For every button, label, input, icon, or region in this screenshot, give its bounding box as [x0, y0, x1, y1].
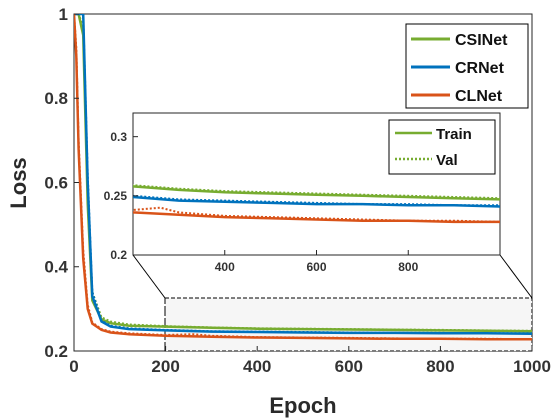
main-x-tick-label-1000: 1000: [513, 357, 551, 376]
legend-label-clnet: CLNet: [455, 88, 503, 105]
y-axis-label: Loss: [6, 157, 31, 208]
inset-y-tick-label-0.25: 0.25: [104, 189, 128, 203]
inset-legend-box: [388, 119, 496, 175]
main-series-group: [74, 14, 532, 341]
inset-legend-label-train: Train: [436, 126, 472, 143]
main-y-tick-label-0.2: 0.2: [44, 342, 68, 361]
inset-series-group: [133, 184, 500, 224]
main-y-tick-label-0.4: 0.4: [44, 258, 68, 277]
inset-ticks-group: 400 600 800 0.2 0.25 0.3: [104, 130, 419, 274]
legend-label-crnet: CRNet: [455, 60, 505, 77]
main-x-tick-label-600: 600: [335, 357, 363, 376]
inset-x-tick-label-800: 800: [398, 260, 418, 274]
main-x-tick-label-400: 400: [243, 357, 271, 376]
main-clnet-train-line: [74, 14, 532, 341]
inset-y-tick-label-0.2: 0.2: [110, 248, 127, 262]
main-y-tick-label-0.6: 0.6: [44, 173, 68, 192]
inset-x-tick-label-600: 600: [306, 260, 326, 274]
inset-legend-label-val: Val: [436, 152, 458, 169]
legend-label-csinet: CSINet: [455, 32, 508, 49]
inset-legend: Train Val: [388, 119, 496, 175]
inset-clnet-train-line: [133, 211, 500, 224]
inset-crnet-train-line: [133, 195, 500, 208]
zoom-connector-right: [499, 254, 533, 299]
main-x-tick-label-800: 800: [426, 357, 454, 376]
main-y-tick-label-0.8: 0.8: [44, 89, 68, 108]
inset-x-tick-label-400: 400: [215, 260, 235, 274]
main-crnet-train-line: [74, 14, 532, 335]
main-x-tick-label-200: 200: [151, 357, 179, 376]
inset-csinet-train-line: [133, 185, 500, 201]
x-axis-label: Epoch: [269, 393, 336, 418]
legend-main: CSINet CRNet CLNet: [405, 23, 529, 109]
inset-plot: 400 600 800 0.2 0.25 0.3 Train Val: [104, 112, 501, 274]
main-x-tick-label-0: 0: [69, 357, 78, 376]
inset-y-tick-label-0.3: 0.3: [110, 130, 127, 144]
zoom-region: [164, 297, 533, 352]
main-ticks-group: 0 200 400 600 800 1000 0.2 0.4 0.6 0.8 1: [44, 5, 551, 376]
main-y-tick-label-1: 1: [59, 5, 68, 24]
zoom-connector-left: [132, 254, 166, 299]
